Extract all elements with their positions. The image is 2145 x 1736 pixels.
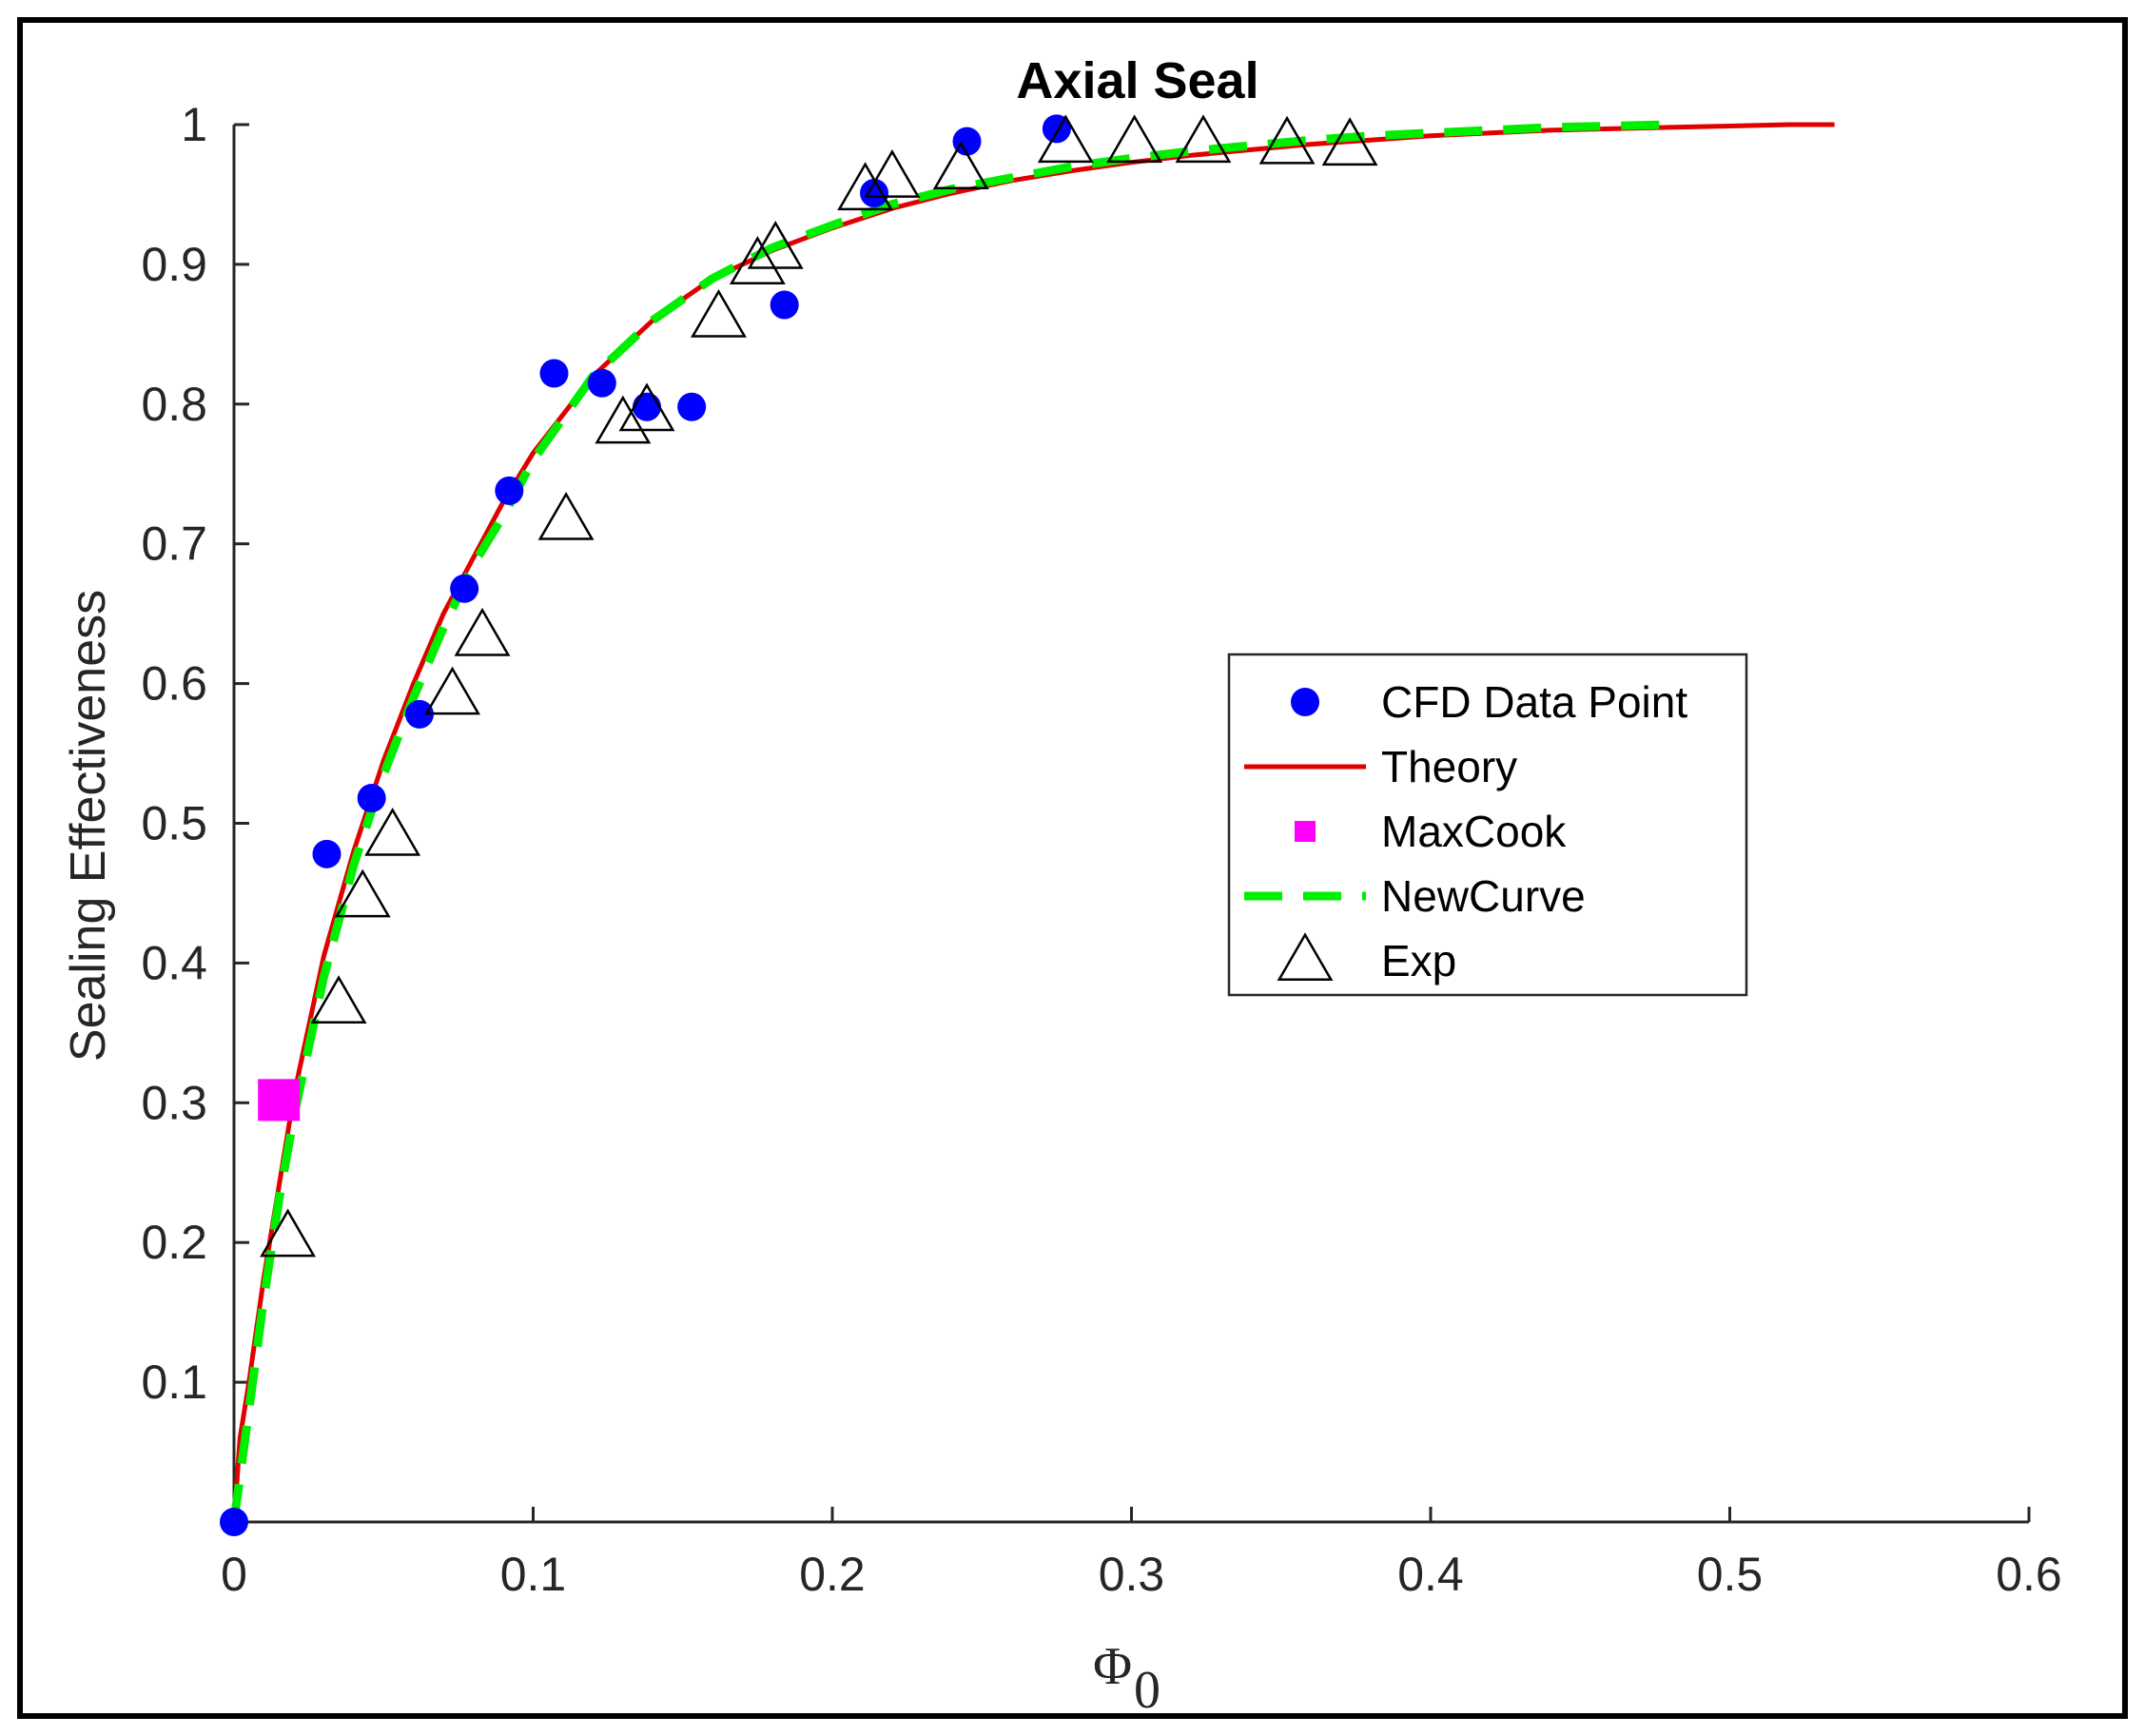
exp-point xyxy=(537,491,595,540)
y-tick-label: 0.7 xyxy=(141,517,207,571)
cfd-data-point xyxy=(450,574,479,603)
cfd-data-point xyxy=(770,290,799,320)
cfd-data-point xyxy=(539,359,569,388)
plot-area xyxy=(220,114,1835,1536)
exp-point xyxy=(595,395,652,444)
x-tick-label: 0.1 xyxy=(500,1548,567,1601)
y-tick-label: 0.3 xyxy=(141,1076,207,1129)
exp-point xyxy=(747,220,804,269)
cfd-data-point xyxy=(860,178,889,207)
chart-title: Axial Seal xyxy=(1016,52,1258,109)
legend-symbol-maxcook xyxy=(1295,821,1316,842)
legend-symbol-cfd-data-point xyxy=(1291,688,1319,716)
y-ticks: 0.1 0.2 0.3 0.4 0.5 0.6 0.7 0.8 0.9 1 xyxy=(141,98,249,1409)
x-tick-label: 0.4 xyxy=(1397,1548,1464,1601)
exp-point xyxy=(424,666,481,715)
exp-point xyxy=(310,975,367,1024)
exp-point xyxy=(334,868,391,918)
exp-point xyxy=(932,141,989,190)
x-ticks: 0 0.1 0.2 0.3 0.4 0.5 0.6 xyxy=(221,1507,2062,1601)
cfd-data-point xyxy=(633,392,662,421)
y-tick-label: 0.5 xyxy=(141,797,207,850)
exp-point xyxy=(1258,115,1316,165)
exp-point xyxy=(1106,114,1163,164)
x-tick-label: 0.2 xyxy=(799,1548,866,1601)
cfd-data-point xyxy=(495,476,524,505)
cfd-data-point xyxy=(587,368,616,398)
x-axis-label: Φ xyxy=(1093,1637,1132,1696)
maxcook-point xyxy=(258,1079,301,1122)
y-tick-label: 0.4 xyxy=(141,936,207,989)
exp-point xyxy=(618,382,675,432)
legend-label: CFD Data Point xyxy=(1381,677,1687,727)
legend-label: Exp xyxy=(1381,936,1456,985)
exp-point xyxy=(864,149,921,198)
exp-point xyxy=(1321,117,1378,166)
legend-label: MaxCook xyxy=(1381,807,1567,856)
legend-symbol-exp xyxy=(1277,932,1334,982)
y-tick-label: 0.1 xyxy=(141,1356,207,1409)
exp-point xyxy=(260,1208,317,1258)
exp-point xyxy=(364,807,421,856)
exp-point xyxy=(729,236,786,284)
cfd-data-point xyxy=(952,127,982,156)
cfd-data-point xyxy=(677,392,707,421)
series-line-theory xyxy=(231,122,1835,1523)
exp-point xyxy=(1175,114,1232,164)
axes xyxy=(232,125,2029,1524)
y-axis-label: Sealing Effectiveness xyxy=(61,590,116,1062)
cfd-data-point xyxy=(312,839,341,868)
exp-point xyxy=(691,288,747,338)
exp-point xyxy=(1037,114,1094,164)
x-tick-label: 0.6 xyxy=(1996,1548,2062,1601)
y-tick-label: 0.8 xyxy=(141,378,207,431)
y-tick-label: 1 xyxy=(181,98,207,151)
y-tick-label: 0.6 xyxy=(141,657,207,711)
figure-frame xyxy=(17,17,2128,1719)
x-tick-label: 0.3 xyxy=(1099,1548,1165,1601)
exp-point xyxy=(837,162,894,211)
y-tick-label: 0.9 xyxy=(141,238,207,291)
cfd-data-point xyxy=(404,699,434,729)
legend-label: NewCurve xyxy=(1381,871,1586,921)
cfd-data-point xyxy=(357,784,386,813)
legend: CFD Data Point Theory MaxCook NewCurve Exp xyxy=(1227,653,1748,997)
x-tick-label: 0.5 xyxy=(1697,1548,1764,1601)
x-axis-label-symbol: Φ xyxy=(1093,1637,1132,1696)
cfd-data-point xyxy=(220,1508,248,1536)
legend-label: Theory xyxy=(1381,742,1517,791)
x-tick-label: 0 xyxy=(221,1548,247,1601)
x-axis-label-subscript: 0 xyxy=(1134,1661,1160,1720)
y-tick-label: 0.2 xyxy=(141,1216,207,1269)
exp-point xyxy=(454,607,511,656)
